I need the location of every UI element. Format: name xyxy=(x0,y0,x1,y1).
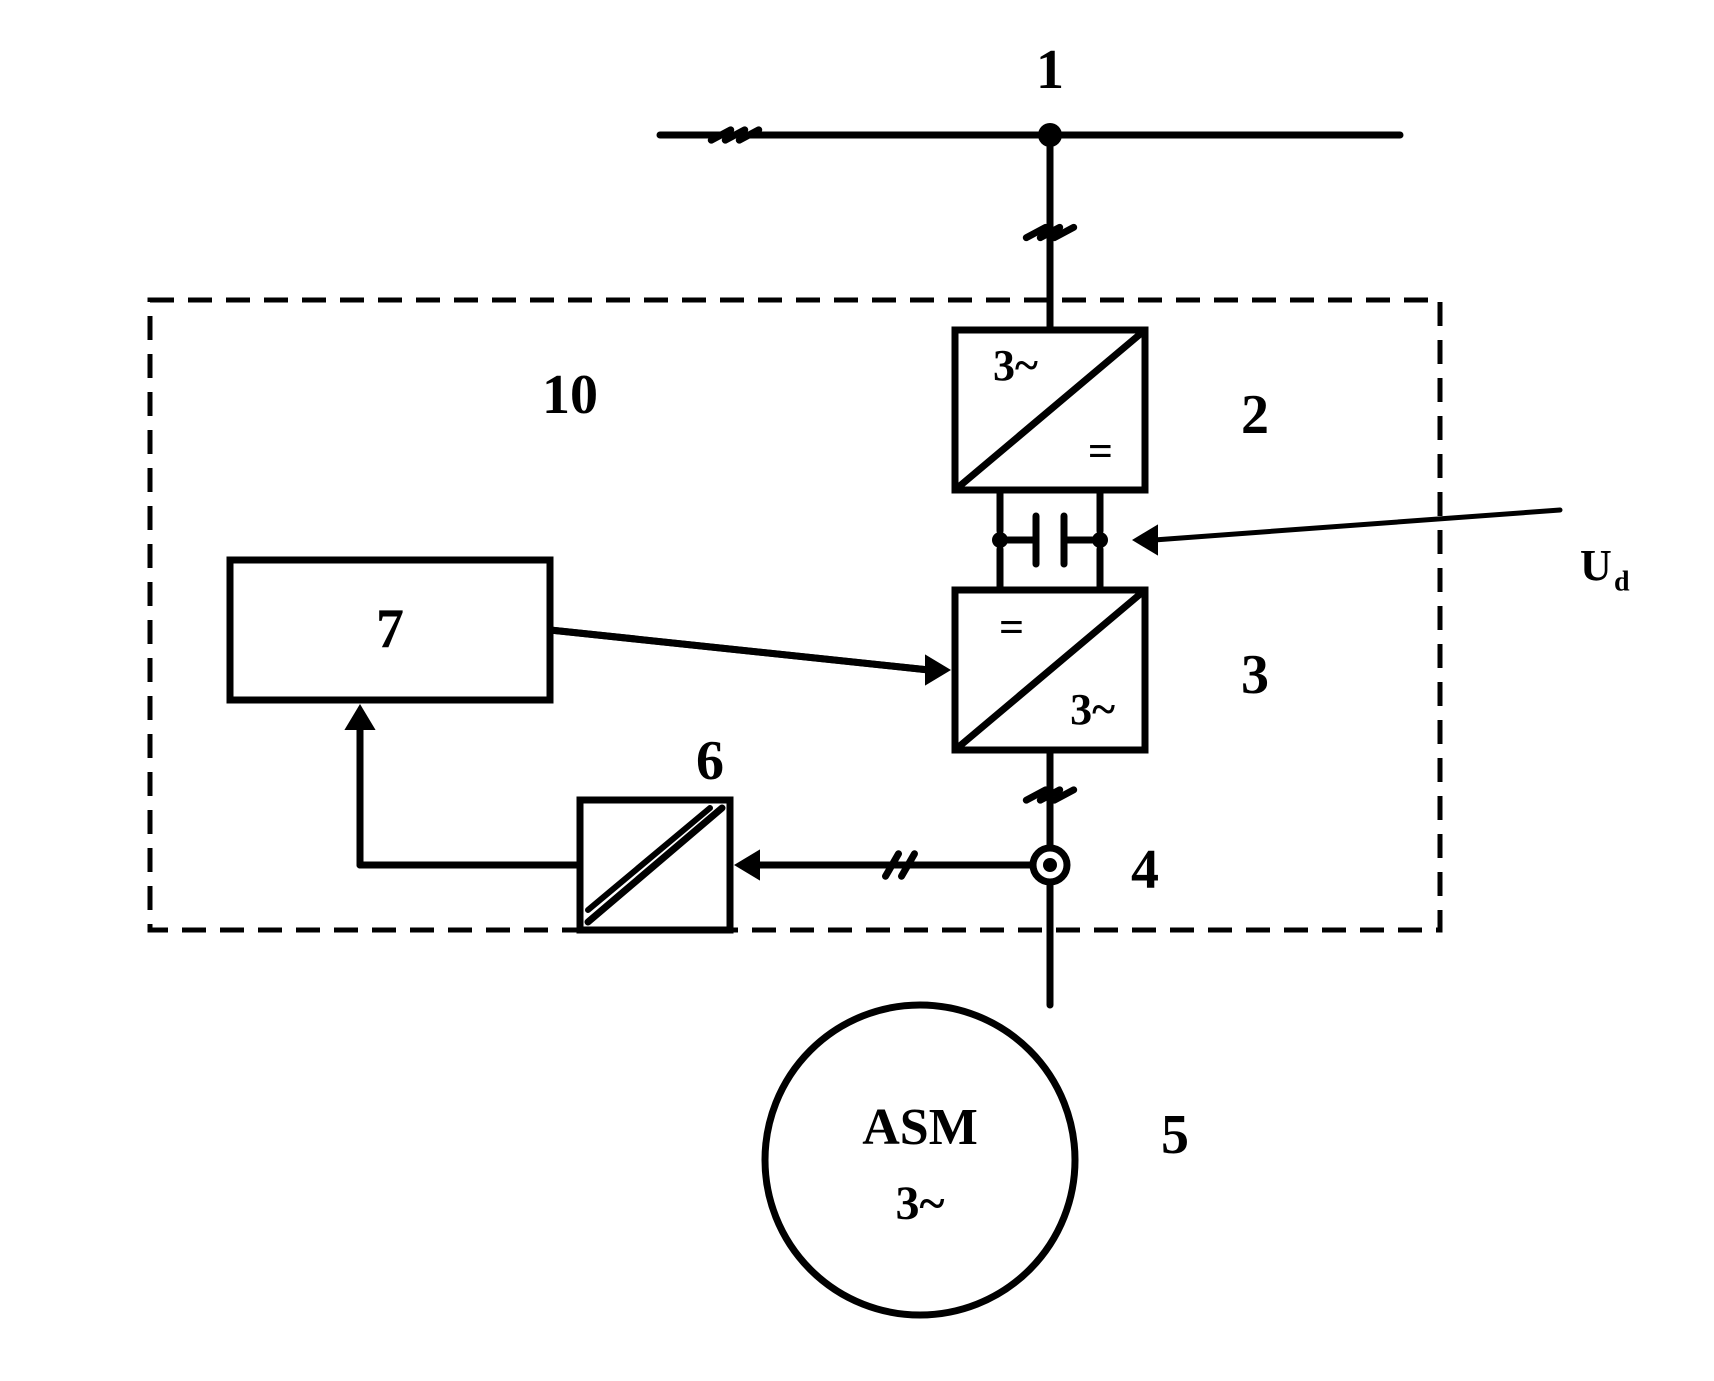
transducer-block-6 xyxy=(580,800,730,930)
svg-text:U: U xyxy=(1580,541,1612,590)
supply-bus-1 xyxy=(660,115,1400,155)
inverter-block-3 xyxy=(955,590,1145,750)
dc-link-ud xyxy=(990,490,1110,590)
rectifier-block-2 xyxy=(955,330,1145,490)
controller-block-7 xyxy=(230,560,550,700)
svg-text:5: 5 xyxy=(1161,1104,1189,1166)
svg-text:d: d xyxy=(1614,566,1630,597)
current-sensor-4 xyxy=(1025,840,1075,890)
svg-text:1: 1 xyxy=(1036,39,1064,101)
motor-asm-5 xyxy=(765,1005,1075,1315)
